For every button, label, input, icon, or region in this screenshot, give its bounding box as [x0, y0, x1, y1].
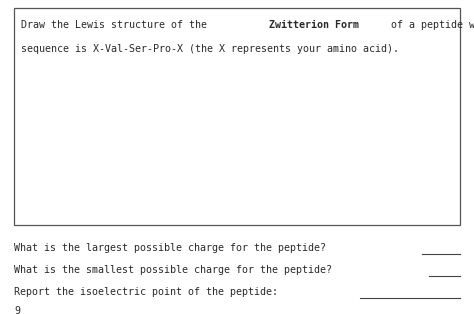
Text: Report the isoelectric point of the peptide:: Report the isoelectric point of the pept… — [14, 287, 278, 297]
Text: of a peptide whose: of a peptide whose — [385, 20, 474, 30]
Text: sequence is X-Val-Ser-Pro-X (the X represents your amino acid).: sequence is X-Val-Ser-Pro-X (the X repre… — [21, 44, 399, 54]
Text: Zwitterion Form: Zwitterion Form — [269, 20, 359, 30]
Text: What is the smallest possible charge for the peptide?: What is the smallest possible charge for… — [14, 265, 332, 275]
Text: What is the largest possible charge for the peptide?: What is the largest possible charge for … — [14, 243, 326, 253]
Text: 9: 9 — [14, 306, 20, 314]
Text: Draw the Lewis structure of the: Draw the Lewis structure of the — [21, 20, 213, 30]
Bar — [14, 8, 460, 225]
